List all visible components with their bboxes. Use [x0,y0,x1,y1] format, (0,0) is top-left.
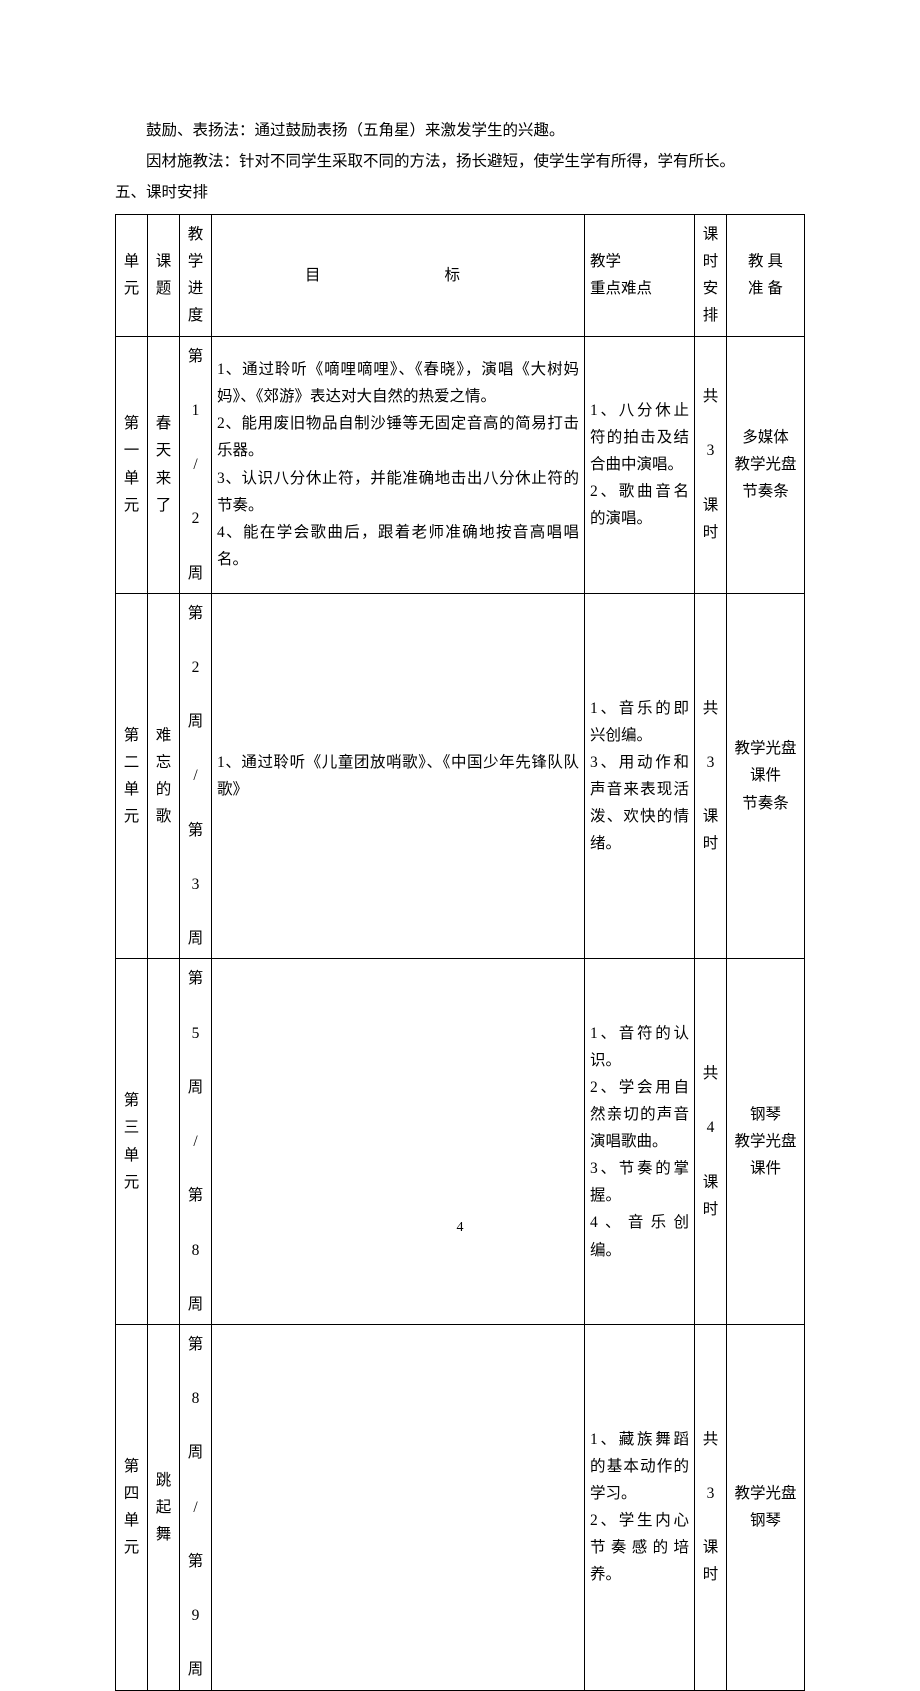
table-header-row: 单元 课题 教学进度 目 标 教学重点难点 课时安排 教 具准 备 [116,215,805,337]
cell-unit: 第三单元 [116,959,148,1325]
cell-hours: 共 3 课时 [695,336,727,593]
cell-topic: 难忘的歌 [148,593,180,959]
cell-tools: 教学光盘课件节奏条 [727,593,805,959]
header-topic: 课题 [148,215,180,337]
header-goal: 目 标 [212,215,585,337]
cell-focus: 1、音乐的即兴创编。3、用动作和声音来表现活泼、欢快的情绪。 [585,593,695,959]
section-heading: 五、课时安排 [115,177,805,208]
header-tools: 教 具准 备 [727,215,805,337]
cell-tools: 钢琴教学光盘课件 [727,959,805,1325]
cell-hours: 共 4 课时 [695,959,727,1325]
cell-progress: 第 2 周 / 第 3 周 [180,593,212,959]
header-hours: 课时安排 [695,215,727,337]
table-row: 第二单元 难忘的歌 第 2 周 / 第 3 周 1、通过聆听《儿童团放哨歌》、《… [116,593,805,959]
cell-tools: 教学光盘钢琴 [727,1324,805,1690]
cell-unit: 第二单元 [116,593,148,959]
cell-focus: 1、藏族舞蹈的基本动作的学习。2、学生内心节奏感的培养。 [585,1324,695,1690]
cell-focus: 1、音符的认识。2、学会用自然亲切的声音演唱歌曲。3、节奏的掌握。4、音乐创编。 [585,959,695,1325]
paragraph-teaching: 因材施教法：针对不同学生采取不同的方法，扬长避短，使学生学有所得，学有所长。 [115,146,805,177]
cell-goal: 1、通过聆听《儿童团放哨歌》、《中国少年先锋队队歌》 [212,593,585,959]
table-row: 第四单元 跳起舞 第 8 周 / 第 9 周 1、藏族舞蹈的基本动作的学习。2、… [116,1324,805,1690]
cell-hours: 共 3 课时 [695,593,727,959]
cell-topic [148,959,180,1325]
cell-progress: 第 1 / 2 周 [180,336,212,593]
cell-progress: 第 8 周 / 第 9 周 [180,1324,212,1690]
cell-topic: 春天来了 [148,336,180,593]
cell-hours: 共 3 课时 [695,1324,727,1690]
schedule-table: 单元 课题 教学进度 目 标 教学重点难点 课时安排 教 具准 备 第一单元 春… [115,214,805,1691]
header-unit: 单元 [116,215,148,337]
cell-unit: 第一单元 [116,336,148,593]
cell-unit: 第四单元 [116,1324,148,1690]
cell-goal [212,1324,585,1690]
cell-goal [212,959,585,1325]
cell-topic: 跳起舞 [148,1324,180,1690]
cell-progress: 第 5 周 / 第 8 周 [180,959,212,1325]
header-focus: 教学重点难点 [585,215,695,337]
cell-focus: 1、八分休止符的拍击及结合曲中演唱。2、歌曲音名的演唱。 [585,336,695,593]
page-number: 4 [0,1214,920,1242]
table-row: 第一单元 春天来了 第 1 / 2 周 1、通过聆听《嘀哩嘀哩》、《春晓》，演唱… [116,336,805,593]
cell-tools: 多媒体教学光盘节奏条 [727,336,805,593]
header-progress: 教学进度 [180,215,212,337]
cell-goal: 1、通过聆听《嘀哩嘀哩》、《春晓》，演唱《大树妈妈》、《郊游》表达对大自然的热爱… [212,336,585,593]
table-row: 第三单元 第 5 周 / 第 8 周 1、音符的认识。2、学会用自然亲切的声音演… [116,959,805,1325]
paragraph-encourage: 鼓励、表扬法：通过鼓励表扬（五角星）来激发学生的兴趣。 [115,115,805,146]
